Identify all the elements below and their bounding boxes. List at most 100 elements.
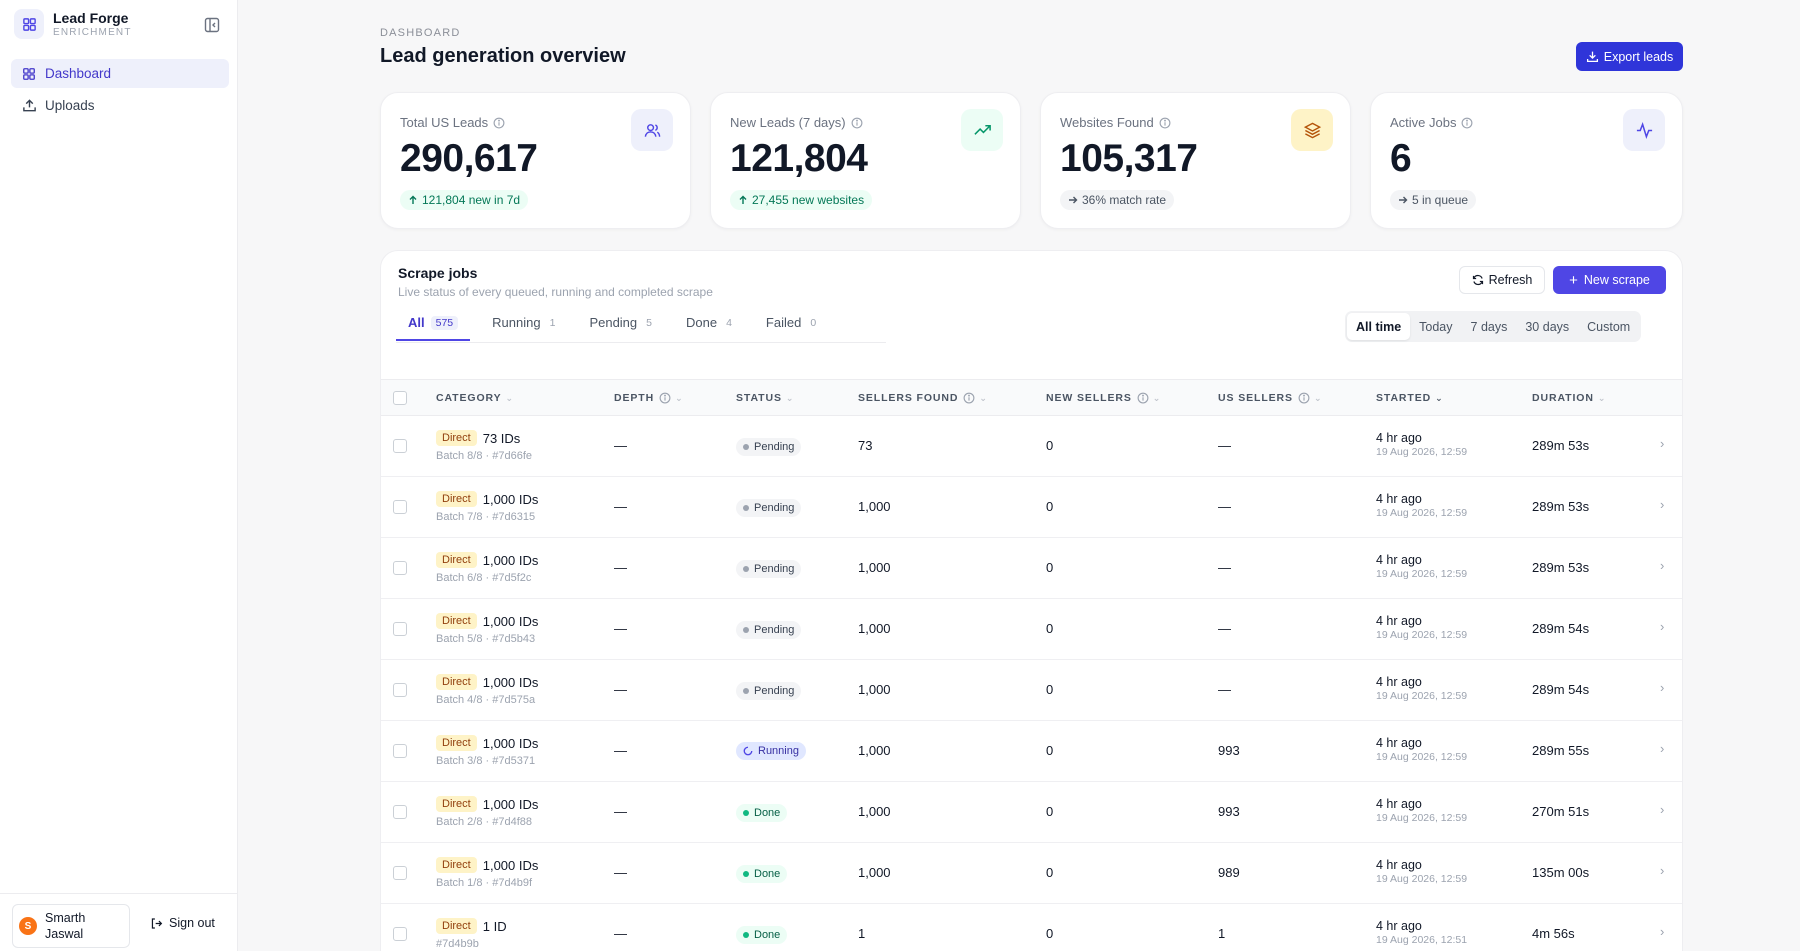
range-all-time[interactable]: All time — [1347, 313, 1411, 340]
column-category[interactable]: CATEGORY ⌄ — [436, 392, 514, 404]
table-row[interactable]: Direct 1,000 IDs Batch 1/8 · #7d4b9f — Done 1… — [381, 843, 1682, 904]
arrow-right-icon — [1398, 195, 1408, 205]
chevron-down-icon: ⌄ — [979, 392, 988, 403]
status-dot-icon — [743, 566, 749, 572]
row-checkbox[interactable] — [393, 805, 407, 819]
stat-cards: Total US Leads 290,617 121,804 new in 7d… — [380, 92, 1683, 229]
row-checkbox[interactable] — [393, 744, 407, 758]
chevron-right-icon[interactable]: › — [1660, 558, 1665, 573]
range-custom[interactable]: Custom — [1587, 319, 1631, 334]
started-cell: 4 hr ago 19 Aug 2026, 12:51 — [1376, 919, 1467, 946]
refresh-button[interactable]: Refresh — [1459, 266, 1545, 294]
panel-subtitle: Live status of every queued, running and… — [398, 285, 713, 299]
chevron-right-icon[interactable]: › — [1660, 802, 1665, 817]
brand[interactable]: Lead Forge ENRICHMENT — [14, 9, 132, 39]
chevron-right-icon[interactable]: › — [1660, 680, 1665, 695]
new-scrape-button[interactable]: + New scrape — [1553, 266, 1666, 294]
column-sellers-found[interactable]: SELLERS FOUND ⌄ — [858, 392, 988, 404]
select-all-checkbox[interactable] — [393, 391, 407, 405]
status-cell: Pending — [736, 559, 802, 578]
table-row[interactable]: Direct 1,000 IDs Batch 2/8 · #7d4f88 — Done 1… — [381, 782, 1682, 843]
new-sellers-cell: 0 — [1046, 743, 1054, 758]
tab-running[interactable]: Running 1 — [480, 306, 567, 339]
row-checkbox[interactable] — [393, 561, 407, 575]
tab-done[interactable]: Done 4 — [674, 306, 744, 339]
export-leads-button[interactable]: Export leads — [1576, 42, 1683, 71]
sellers-found-cell: 1,000 — [858, 682, 891, 697]
started-relative: 4 hr ago — [1376, 675, 1422, 689]
row-checkbox[interactable] — [393, 683, 407, 697]
table-row[interactable]: Direct 1,000 IDs Batch 7/8 · #7d6315 — Pendi… — [381, 477, 1682, 538]
info-icon[interactable] — [1461, 117, 1473, 129]
tab-count: 575 — [430, 315, 459, 330]
sidebar-divider — [0, 893, 238, 894]
tab-label: Done — [686, 315, 718, 330]
column-status[interactable]: STATUS ⌄ — [736, 392, 794, 404]
tab-count: 4 — [726, 316, 732, 329]
row-checkbox[interactable] — [393, 927, 407, 941]
table-row[interactable]: Direct 1,000 IDs Batch 6/8 · #7d5f2c — Pendi… — [381, 538, 1682, 599]
chevron-right-icon[interactable]: › — [1660, 436, 1665, 451]
stat-label-text: Total US Leads — [400, 115, 489, 130]
chevron-right-icon[interactable]: › — [1660, 619, 1665, 634]
tab-pending[interactable]: Pending 5 — [577, 306, 664, 339]
us-sellers-cell: 993 — [1218, 743, 1240, 758]
column-us-sellers[interactable]: US SELLERS ⌄ — [1218, 392, 1322, 404]
status-cell: Pending — [736, 437, 802, 456]
column-new-sellers[interactable]: NEW SELLERS ⌄ — [1046, 392, 1161, 404]
sidebar-item-dashboard[interactable]: Dashboard — [11, 59, 229, 88]
new-sellers-cell: 0 — [1046, 560, 1054, 575]
stat-card-websites-found: Websites Found 105,317 36% match rate — [1040, 92, 1351, 229]
chevron-right-icon[interactable]: › — [1660, 497, 1665, 512]
new-sellers-cell: 0 — [1046, 621, 1054, 636]
tab-count: 1 — [549, 316, 556, 329]
range-today[interactable]: Today — [1419, 319, 1453, 334]
depth-cell: — — [614, 865, 627, 880]
started-cell: 4 hr ago 19 Aug 2026, 12:59 — [1376, 675, 1467, 702]
started-timestamp: 19 Aug 2026, 12:59 — [1376, 873, 1468, 885]
depth-cell: — — [614, 560, 627, 575]
category-cell: Direct 1,000 IDs Batch 3/8 · #7d5371 — [436, 735, 538, 767]
tab-all[interactable]: All 575 — [396, 306, 471, 341]
chevron-right-icon[interactable]: › — [1660, 741, 1665, 756]
us-sellers-cell: — — [1218, 621, 1231, 636]
stat-pill: 5 in queue — [1390, 190, 1477, 210]
trending-up-icon — [961, 109, 1003, 151]
category-cell: Direct 1,000 IDs Batch 6/8 · #7d5f2c — [436, 552, 538, 584]
range-7-days[interactable]: 7 days — [1470, 319, 1508, 334]
chevron-right-icon[interactable]: › — [1660, 924, 1665, 939]
status-cell: Done — [736, 925, 788, 944]
table-row[interactable]: Direct 1,000 IDs Batch 3/8 · #7d5371 — Runni… — [381, 721, 1682, 782]
row-checkbox[interactable] — [393, 439, 407, 453]
info-icon[interactable] — [1159, 117, 1171, 129]
info-icon[interactable] — [493, 117, 505, 129]
category-badge: Direct — [436, 918, 477, 934]
chevron-right-icon[interactable]: › — [1660, 863, 1665, 878]
row-checkbox[interactable] — [393, 866, 407, 880]
sidebar-item-uploads[interactable]: Uploads — [11, 91, 229, 120]
download-icon — [1586, 50, 1599, 63]
sidebar-item-label: Dashboard — [45, 66, 112, 81]
tab-failed[interactable]: Failed 0 — [754, 306, 828, 339]
user-menu[interactable]: S Smarth Jaswal — [12, 904, 130, 948]
column-duration[interactable]: DURATION ⌄ — [1532, 392, 1606, 404]
tab-label: Pending — [589, 315, 638, 330]
row-checkbox[interactable] — [393, 622, 407, 636]
duration-cell: 289m 54s — [1532, 621, 1590, 636]
table-row[interactable]: Direct 73 IDs Batch 8/8 · #7d66fe — Pending 7… — [381, 416, 1682, 477]
table-row[interactable]: Direct 1,000 IDs Batch 5/8 · #7d5b43 — Pendi… — [381, 599, 1682, 660]
row-checkbox[interactable] — [393, 500, 407, 514]
range-30-days[interactable]: 30 days — [1525, 319, 1570, 334]
depth-cell: — — [614, 682, 627, 697]
started-relative: 4 hr ago — [1376, 736, 1422, 750]
started-timestamp: 19 Aug 2026, 12:59 — [1376, 507, 1468, 519]
category-badge: Direct — [436, 735, 477, 751]
sign-out-button[interactable]: Sign out — [150, 916, 215, 930]
table-row[interactable]: Direct 1 ID #7d4b9b — Done 1 0 1 4 hr ago 19 Aug … — [381, 904, 1682, 951]
table-body: Direct 73 IDs Batch 8/8 · #7d66fe — Pending 7… — [381, 416, 1682, 951]
collapse-sidebar-icon[interactable] — [203, 16, 221, 34]
table-row[interactable]: Direct 1,000 IDs Batch 4/8 · #7d575a — Pendi… — [381, 660, 1682, 721]
column-started[interactable]: STARTED ⌄ — [1376, 392, 1444, 404]
info-icon[interactable] — [851, 117, 863, 129]
column-depth[interactable]: DEPTH ⌄ — [614, 392, 684, 404]
